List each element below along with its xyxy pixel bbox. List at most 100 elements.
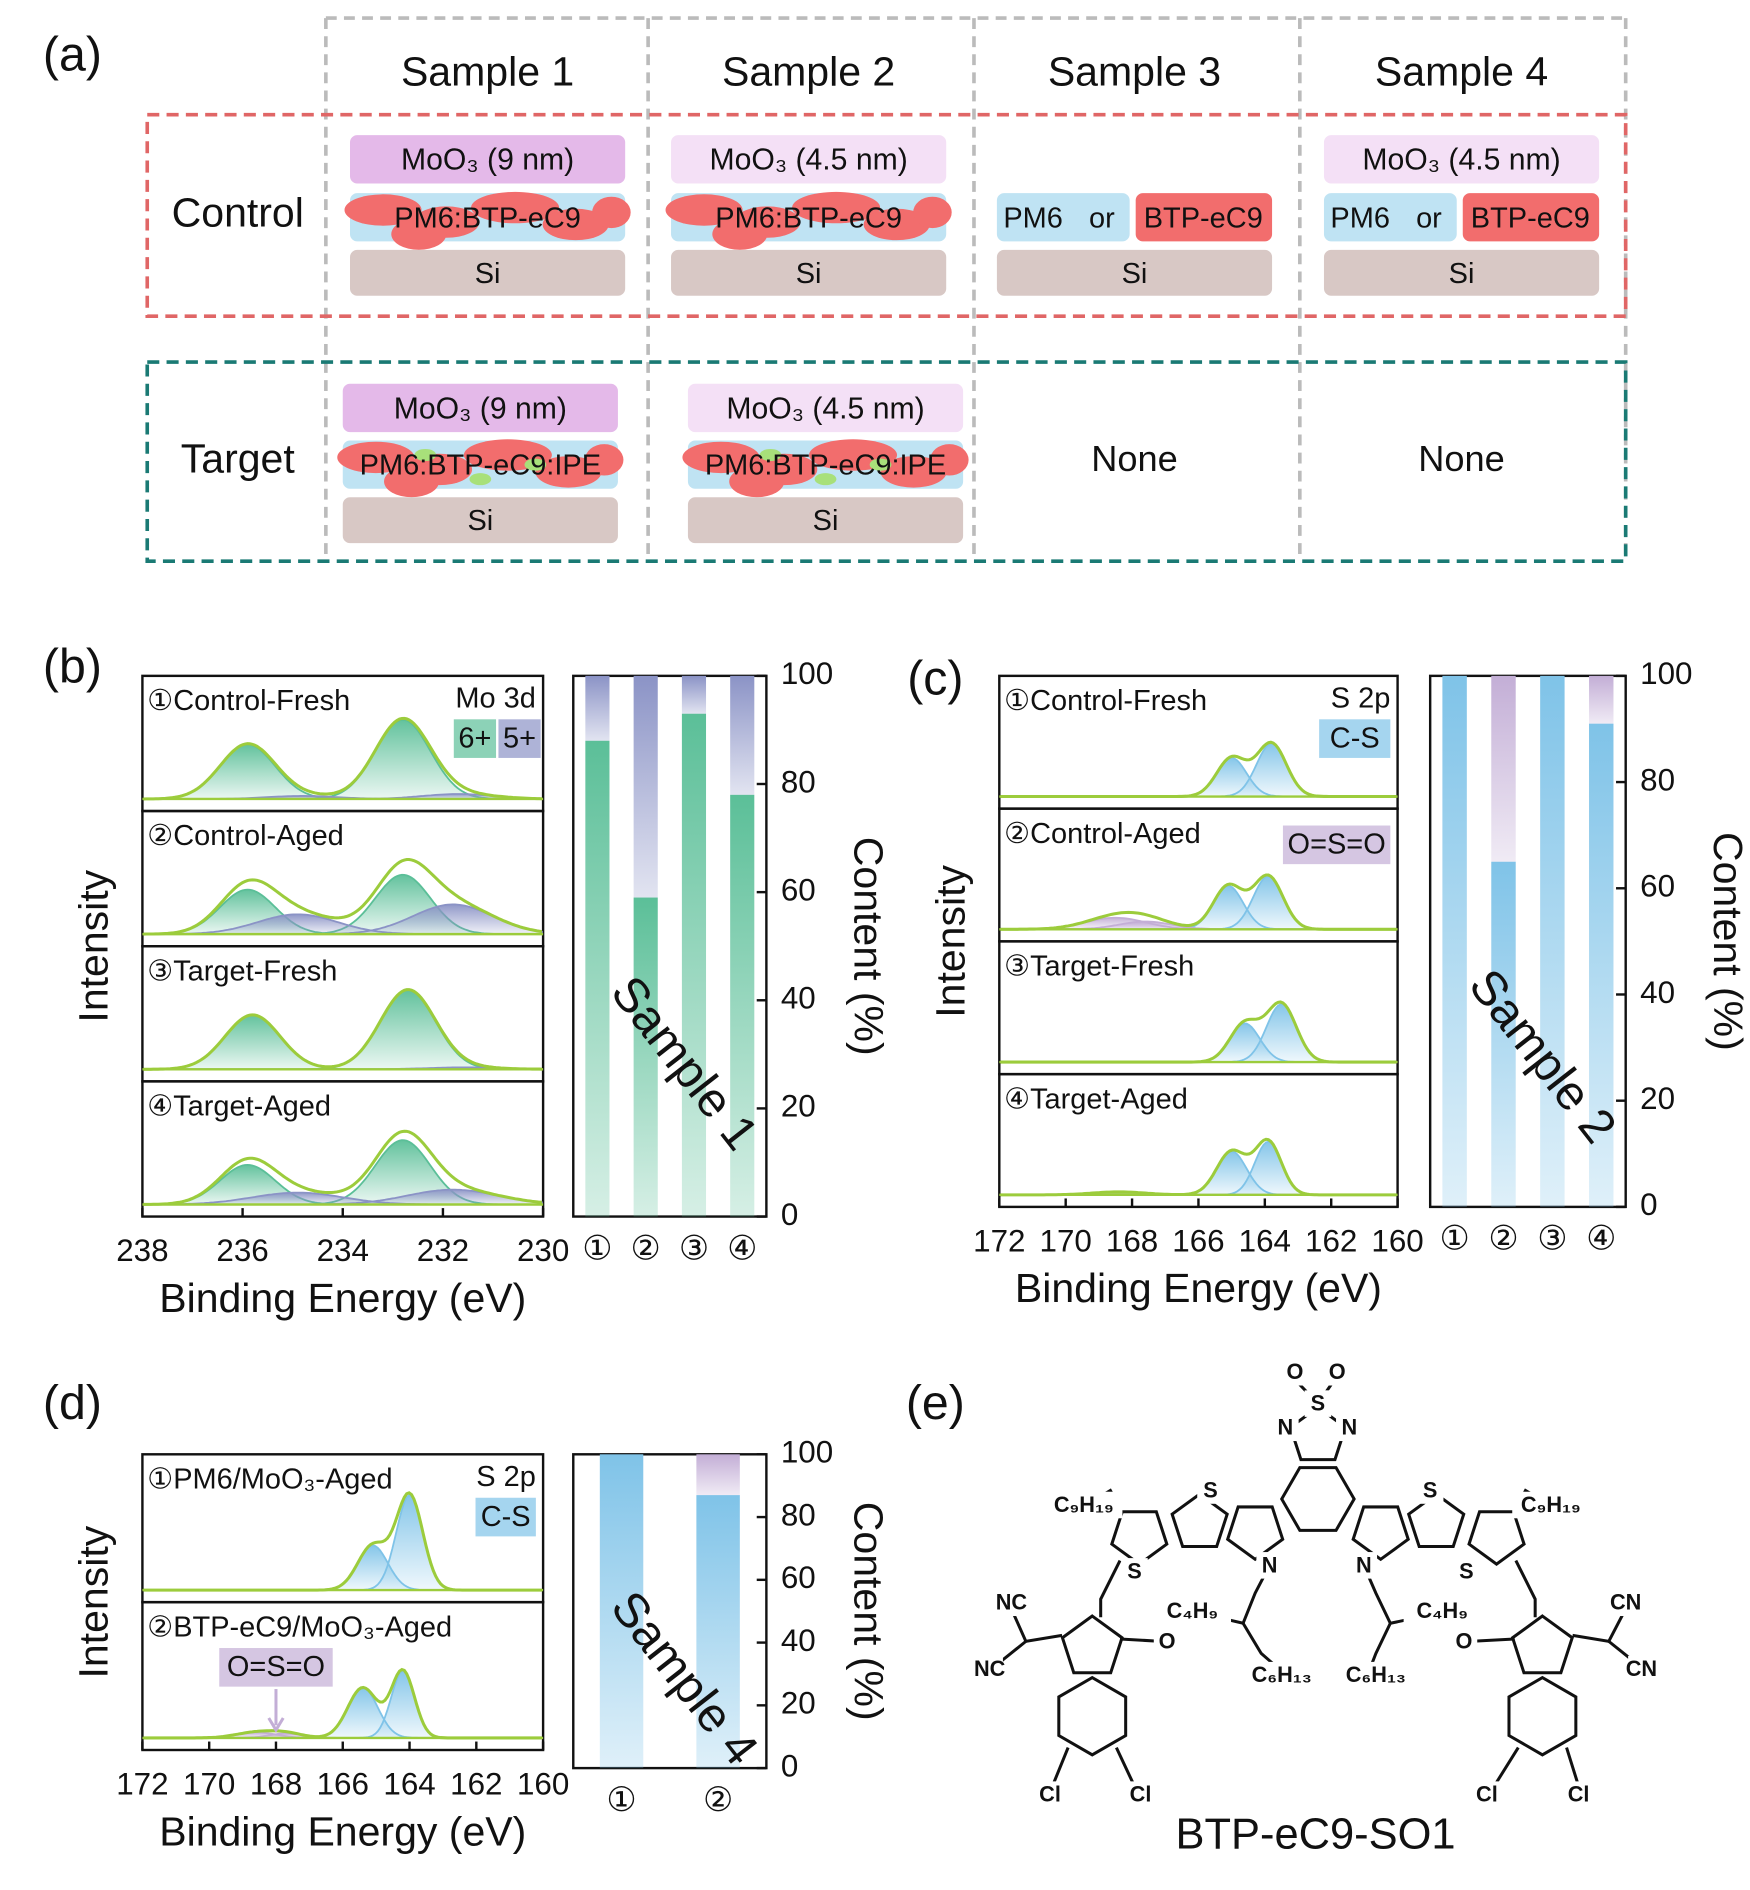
bar-segment (1442, 675, 1467, 1207)
atom-bg (1350, 1552, 1378, 1579)
atom-bg (1243, 1661, 1321, 1689)
bar-segment (1589, 675, 1614, 724)
domain (337, 441, 415, 474)
peak (1000, 1140, 1397, 1196)
y-tick-label: 60 (781, 1560, 816, 1595)
atom-label: C₉H₁₉ (1054, 1492, 1114, 1517)
layer-label: PM6:BTP-eC9:IPE (360, 450, 601, 482)
y-tick-label: 20 (1640, 1081, 1675, 1116)
layer-option (1135, 193, 1273, 242)
atom-label: C₆H₁₃ (1346, 1662, 1406, 1687)
atom-label: N (1341, 1415, 1357, 1440)
x-tick-label: 166 (317, 1766, 369, 1801)
bar-segment (633, 897, 658, 1217)
y-tick-label: 100 (781, 1435, 833, 1470)
column-header: Sample 2 (722, 49, 895, 95)
bond (1514, 1559, 1537, 1618)
layer-bottom (687, 497, 964, 544)
legend-label: O=S=O (227, 1651, 325, 1683)
layer-label: PM6:BTP-eC9 (715, 202, 902, 234)
cell-text: None (1091, 438, 1178, 479)
y-tick-label: 0 (1640, 1187, 1657, 1222)
panel-label: (c) (907, 652, 963, 706)
x-tick-label: 162 (1305, 1223, 1357, 1258)
layer-option (1462, 193, 1600, 242)
legend-swatch (1319, 719, 1391, 758)
layer-label: Si (813, 505, 839, 537)
x-tick-label: 232 (417, 1233, 469, 1268)
spectrum-label: ④Target-Aged (147, 1091, 331, 1123)
x-tick-label: 234 (317, 1233, 369, 1268)
x-tick-label: ① (606, 1781, 636, 1819)
y-tick-label: 40 (781, 981, 816, 1016)
bar-segment (696, 1495, 740, 1769)
atom-bg (998, 1589, 1025, 1617)
atom-label: O (1329, 1359, 1346, 1384)
spectrum-label: ③Target-Fresh (147, 955, 337, 987)
panel-label: (d) (43, 1376, 102, 1430)
layer-option (1323, 193, 1457, 242)
envelope (143, 1667, 542, 1740)
y-tick-label: 40 (781, 1623, 816, 1658)
x-tick-label: 166 (1172, 1223, 1224, 1258)
domain (391, 218, 447, 250)
layer-bottom (1323, 249, 1600, 296)
atom-label: C₄H₉ (1416, 1598, 1467, 1623)
column-header: Sample 4 (1375, 49, 1548, 95)
layer-bottom (350, 249, 626, 296)
atom-label: C₄H₉ (1167, 1598, 1219, 1623)
legend-label: 5+ (503, 722, 536, 754)
envelope (143, 858, 543, 936)
y-tick-label: 100 (781, 656, 833, 691)
atom-label: NC (974, 1656, 1006, 1681)
domain (913, 196, 952, 229)
column-header: Sample 3 (1048, 49, 1221, 95)
atom-bg (1304, 1390, 1332, 1417)
y-axis-title: Intensity (927, 865, 973, 1018)
atom-bg (1153, 1597, 1232, 1625)
layer-label: Si (1449, 258, 1475, 290)
atom-bg (1336, 1414, 1363, 1442)
layer-bottom (996, 249, 1273, 296)
bar-segment (681, 675, 707, 714)
bar-segment (681, 713, 707, 1217)
x-tick-label: 238 (116, 1233, 168, 1268)
ring (1467, 1510, 1526, 1567)
atom-label: S (1459, 1558, 1474, 1583)
legend-swatch (1282, 825, 1391, 865)
atom-bg (976, 1655, 1003, 1683)
additive (759, 448, 782, 462)
ring (1170, 1492, 1229, 1549)
cell-text: None (1418, 438, 1505, 479)
domain (584, 444, 624, 476)
bond (1099, 1559, 1122, 1618)
ring (1510, 1614, 1574, 1675)
arrow-head (267, 1717, 285, 1734)
atom-label: CN (1610, 1590, 1641, 1615)
x-tick-label: 230 (517, 1233, 569, 1268)
spectrum-label: ②BTP-eC9/MoO₃-Aged (147, 1611, 452, 1643)
layer-label: Si (475, 258, 501, 290)
layer-label: MoO₃ (4.5 nm) (726, 392, 924, 425)
envelope (1000, 740, 1397, 799)
domain (535, 456, 602, 488)
bond (1492, 1746, 1520, 1788)
additive (414, 448, 437, 462)
bar-segment (696, 1454, 740, 1496)
y-tick-label: 80 (781, 1497, 816, 1532)
y-tick-label: 40 (1640, 975, 1675, 1010)
atom-label: O (1159, 1628, 1176, 1653)
x-tick-label: 164 (383, 1766, 435, 1801)
x-tick-label: 172 (973, 1223, 1025, 1258)
atom-bg (1565, 1781, 1592, 1808)
layer-top (350, 135, 626, 184)
atom-bg (1628, 1655, 1655, 1683)
atom-label: Cl (1130, 1782, 1152, 1807)
layer-top (1323, 135, 1600, 184)
x-tick-label: 170 (1040, 1223, 1092, 1258)
x-tick-label: 168 (1106, 1223, 1158, 1258)
additive (869, 458, 892, 471)
x-tick-label: 168 (250, 1766, 302, 1801)
ring (1225, 1505, 1285, 1562)
